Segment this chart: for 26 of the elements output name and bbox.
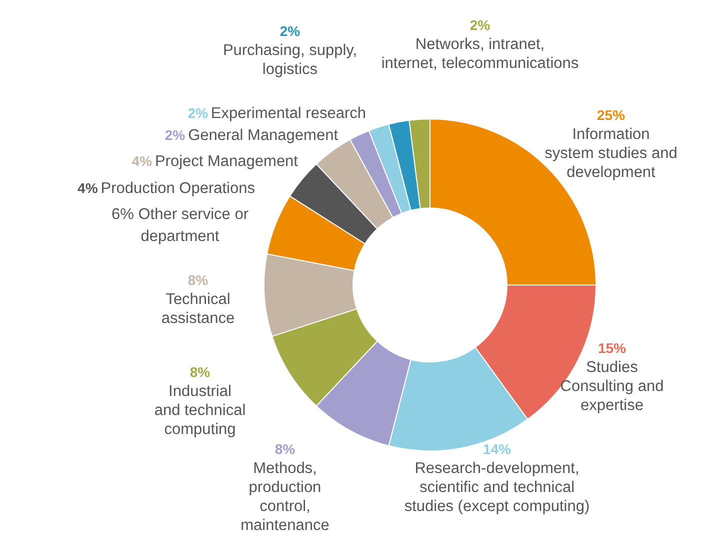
data-label: 2%: [188, 105, 208, 121]
data-label: 6%: [112, 206, 138, 223]
data-label: 25%: [596, 107, 626, 123]
data-label: 2%: [470, 17, 491, 33]
slice-label: Information system studies and development: [544, 126, 678, 181]
slice-label: Purchasing, supply, logistics: [222, 42, 358, 78]
slice-label: Networks, intranet, internet, telecommunications: [381, 36, 579, 72]
data-label: 4%: [132, 153, 153, 169]
slice-label: Research-development, scientific and technical studies (except computing): [404, 460, 590, 515]
slice-label: Technical assistance: [161, 291, 235, 327]
data-label: 2%: [280, 23, 301, 39]
slice-label: Other service or department: [138, 206, 248, 245]
data-label: 2%: [164, 127, 186, 143]
data-label: 14%: [482, 441, 512, 457]
data-label: 15%: [598, 340, 627, 356]
slice-label: Production Operations: [100, 180, 256, 197]
slice-label: Industrial and technical computing: [154, 383, 246, 438]
data-label: 8%: [190, 364, 211, 380]
data-label: 8%: [274, 441, 296, 457]
slice-label: Studies Consulting and expertise: [560, 359, 664, 414]
slice-label: Experimental research: [210, 105, 366, 122]
data-label: 8%: [188, 272, 209, 288]
slice-label: Project Management: [154, 153, 299, 170]
slice-label: General Management: [188, 127, 339, 144]
data-label: 4%: [78, 180, 98, 196]
slice-label: Methods, production control, maintenance: [240, 460, 330, 534]
